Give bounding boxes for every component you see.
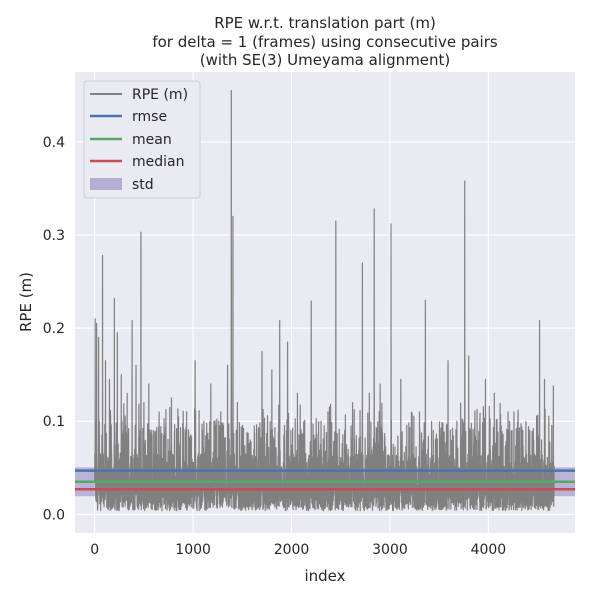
grid-lines [75, 72, 575, 533]
legend-label-std: std [132, 177, 154, 193]
x-tick-labels: 0 1000 2000 3000 4000 [90, 542, 506, 558]
y-axis-label: RPE (m) [17, 272, 35, 332]
x-tick-label: 0 [90, 542, 99, 558]
chart-title-line-1: RPE w.r.t. translation part (m) [214, 14, 436, 32]
y-tick-label: 0.1 [43, 414, 65, 430]
legend-label-median: median [132, 154, 184, 170]
y-tick-labels: 0.0 0.1 0.2 0.3 0.4 [43, 135, 65, 524]
x-tick-label: 3000 [372, 542, 408, 558]
x-axis-label: index [304, 567, 345, 585]
y-tick-label: 0.3 [43, 228, 65, 244]
x-tick-label: 4000 [471, 542, 507, 558]
legend-label-rmse: rmse [132, 109, 167, 125]
legend-label-rpe: RPE (m) [132, 87, 188, 103]
legend-box [83, 80, 201, 199]
y-tick-label: 0.2 [43, 321, 65, 337]
chart-title-line-2: for delta = 1 (frames) using consecutive… [152, 33, 498, 51]
legend: RPE (m) rmse mean median std [83, 80, 201, 199]
x-tick-label: 2000 [274, 542, 310, 558]
legend-label-mean: mean [132, 132, 172, 148]
stat-lines [75, 469, 575, 491]
y-tick-label: 0.0 [43, 507, 65, 523]
x-tick-label: 1000 [175, 542, 211, 558]
y-tick-label: 0.4 [43, 135, 65, 151]
legend-swatch-std [90, 178, 122, 190]
chart-title-line-3: (with SE(3) Umeyama alignment) [200, 51, 451, 69]
